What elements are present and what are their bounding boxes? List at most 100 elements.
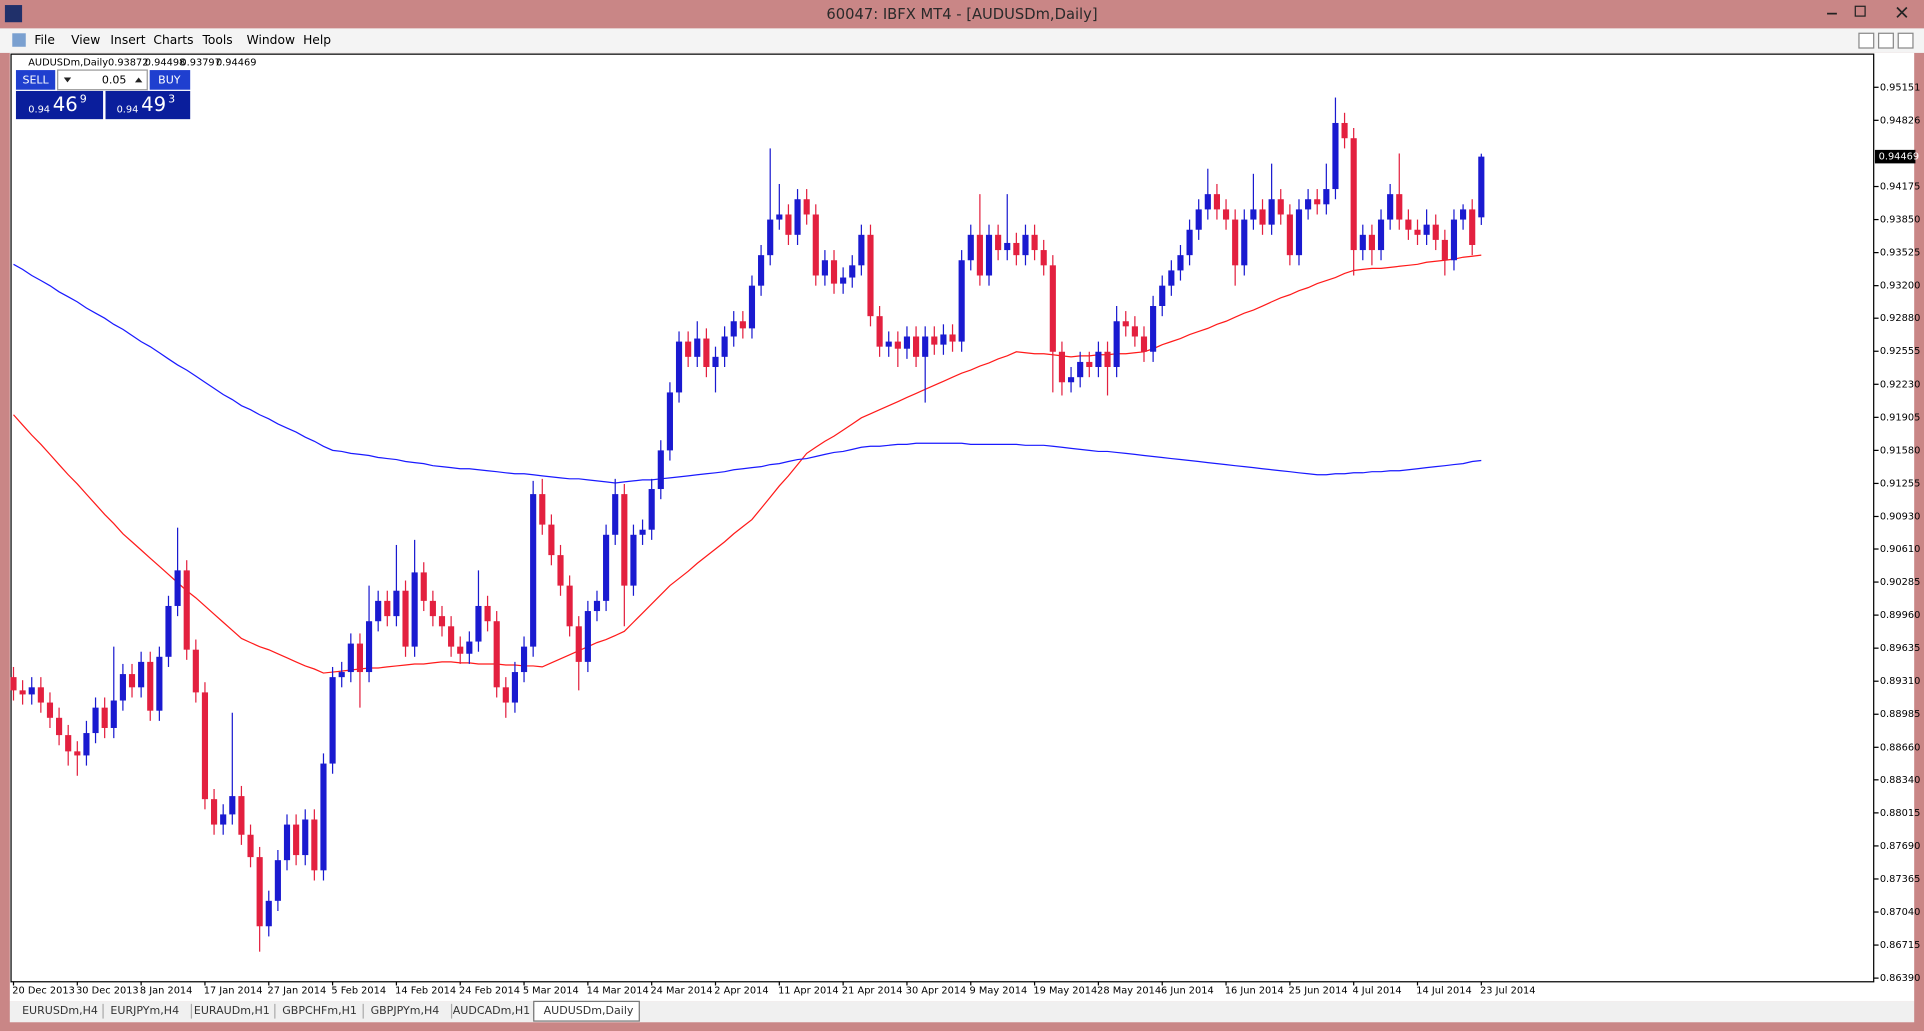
candle-body	[958, 260, 965, 342]
open-label: 0.93872	[108, 58, 149, 69]
y-tick-label: 0.92880	[1880, 313, 1921, 324]
close-label: 0.94469	[216, 58, 257, 69]
candle-body	[448, 626, 455, 647]
active-tab[interactable]	[533, 1000, 640, 1022]
mdi-close[interactable]	[1897, 32, 1914, 49]
lot-input[interactable]	[57, 69, 148, 91]
high-label: 0.94498	[145, 58, 186, 69]
candle-body	[1414, 229, 1421, 235]
buy-sup: 3	[168, 93, 175, 106]
candle-body	[28, 687, 35, 695]
sell-price[interactable]	[15, 90, 104, 120]
mdi-min[interactable]	[1858, 32, 1875, 49]
candle-body	[238, 796, 245, 835]
lot-down[interactable]	[63, 77, 72, 83]
candle-body	[712, 356, 719, 368]
tab[interactable]: EURAUDm,H1	[194, 1004, 270, 1017]
candle-body	[37, 687, 44, 703]
x-tick-label: 17 Jan 2014	[204, 985, 263, 996]
lot-up[interactable]	[134, 77, 143, 83]
price-box	[1874, 149, 1916, 164]
candle-body	[229, 796, 236, 815]
x-tick-label: 14 Feb 2014	[395, 985, 456, 996]
x-tick-label: 24 Feb 2014	[459, 985, 520, 996]
tab[interactable]: GBPCHFm,H1	[282, 1004, 357, 1017]
tab[interactable]: EURJPYm,H4	[110, 1004, 179, 1017]
buy-big: 49	[141, 93, 166, 116]
mdi-controls[interactable]	[1858, 32, 1914, 49]
menu-item[interactable]: Window	[247, 33, 295, 47]
x-tick-label: 5 Feb 2014	[331, 985, 386, 996]
x-tick-label: 16 Jun 2014	[1225, 985, 1284, 996]
x-tick-label: 4 Jul 2014	[1352, 985, 1401, 996]
buy-button[interactable]	[149, 70, 191, 90]
candle-body	[630, 534, 637, 586]
candle-body	[502, 687, 509, 703]
candle-body	[302, 819, 309, 856]
candle-body	[211, 799, 218, 825]
y-tick-label: 0.91255	[1880, 478, 1921, 489]
candle-body	[365, 621, 373, 673]
candle-body	[1095, 351, 1102, 368]
x-tick-label: 28 May 2014	[1097, 985, 1161, 996]
candle-body	[92, 707, 99, 734]
candle-body	[913, 336, 920, 357]
candle-body	[1086, 361, 1093, 368]
candle-body	[484, 605, 491, 622]
candle-body	[1013, 242, 1020, 256]
x-tick-label: 14 Jul 2014	[1416, 985, 1471, 996]
menu-item[interactable]: File	[34, 33, 55, 47]
candle-body	[356, 643, 364, 673]
candle-body	[885, 341, 892, 347]
x-tick-label: 9 May 2014	[970, 985, 1028, 996]
tab[interactable]: AUDCADm,H1	[453, 1004, 530, 1017]
candle-body	[110, 700, 117, 728]
chart-header: AUDUSDm,Daily 0.93872 0.94498 0.93797 0.…	[28, 58, 256, 69]
candle-body	[1058, 351, 1066, 383]
y-tick-label: 0.92555	[1880, 346, 1921, 357]
mdi-restore[interactable]	[1877, 32, 1894, 49]
x-tick-label: 25 Jun 2014	[1289, 985, 1348, 996]
candle-body	[74, 751, 81, 756]
candle-body	[384, 600, 391, 617]
menu-item[interactable]: Tools	[201, 33, 232, 47]
y-tick-label: 0.90285	[1880, 577, 1921, 588]
candle-body	[840, 277, 847, 284]
x-tick-label: 6 Jun 2014	[1161, 985, 1214, 996]
candle-body	[128, 674, 136, 688]
y-tick-label: 0.93525	[1880, 248, 1921, 259]
buy-pre: 0.94	[117, 104, 139, 115]
candle-body	[739, 321, 746, 329]
candle-body	[639, 529, 646, 535]
candle-body	[83, 733, 90, 756]
tab[interactable]: AUDUSDm,Daily	[544, 1004, 634, 1017]
buy-price[interactable]	[105, 90, 191, 120]
x-tick-label: 30 Apr 2014	[906, 985, 967, 996]
candle-body	[1460, 209, 1467, 220]
candle-body	[603, 534, 610, 601]
candle-body	[201, 692, 209, 800]
candle-body	[557, 555, 564, 586]
plot: 0.95151 0.94826 0.94175 0.93850 0.93525 0.932…	[10, 82, 1920, 996]
window-controls[interactable]	[1827, 5, 1908, 18]
candle-body	[612, 494, 619, 535]
y-tick-label: 0.90610	[1880, 544, 1921, 555]
candle-body	[1213, 194, 1220, 210]
candle-body	[721, 336, 728, 357]
menu-item[interactable]: View	[71, 33, 100, 47]
maximize[interactable]	[1854, 5, 1866, 17]
sell-big: 46	[53, 93, 78, 116]
menu-item[interactable]: Charts	[153, 33, 193, 47]
x-tick-label: 11 Apr 2014	[778, 985, 839, 996]
candle-body	[830, 260, 838, 284]
close[interactable]	[1896, 6, 1908, 18]
candle-body	[1168, 270, 1175, 286]
candle-body	[903, 336, 911, 349]
menu-item[interactable]: Insert	[110, 33, 145, 47]
tab[interactable]: EURUSDm,H4	[22, 1004, 98, 1017]
menu-item[interactable]: Help	[303, 33, 331, 47]
sell-button[interactable]	[15, 70, 56, 90]
tab[interactable]: GBPJPYm,H4	[371, 1004, 440, 1017]
tabs: EURUSDm,H4 EURJPYm,H4 EURAUDm,H1 GBPCHFm,H1…	[22, 1000, 640, 1022]
